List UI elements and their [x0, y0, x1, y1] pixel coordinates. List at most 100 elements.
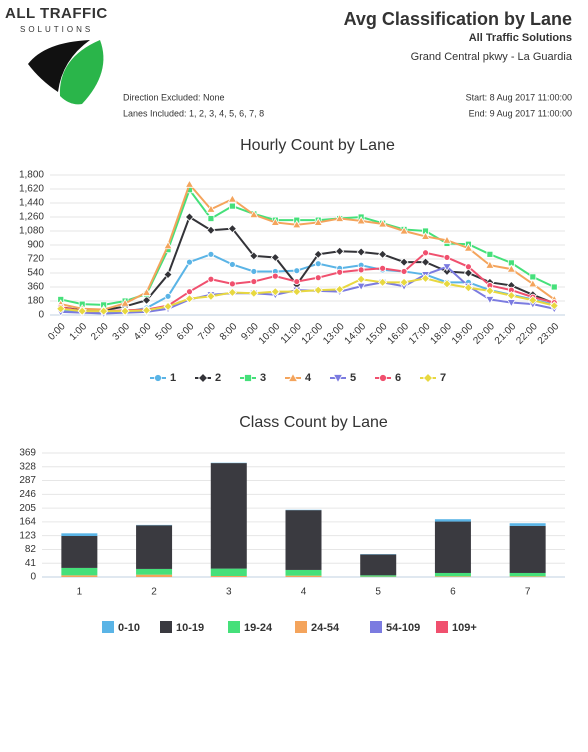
y-tick-label: 540: [27, 268, 44, 279]
x-tick-label: 0:00: [46, 321, 68, 343]
legend-swatch: [295, 621, 307, 633]
point: [184, 179, 195, 188]
x-tick-label: 4:00: [132, 321, 154, 343]
point: [207, 250, 215, 258]
point: [250, 268, 258, 275]
lanes: Lanes Included: 1, 2, 3, 4, 5, 6, 7, 8: [123, 108, 264, 118]
x-tick-label: 7:00: [196, 321, 218, 343]
point: [206, 291, 216, 301]
logo-swoosh: [28, 40, 90, 92]
point: [335, 246, 345, 256]
legend-marker: [244, 374, 252, 382]
point: [485, 296, 495, 305]
point: [528, 279, 538, 288]
legend-label: 5: [350, 372, 356, 384]
y-tick-label: 1,620: [19, 184, 44, 195]
point: [443, 254, 451, 261]
company: All Traffic Solutions: [469, 32, 572, 44]
bar-segment: [434, 521, 471, 573]
bar-segment: [434, 572, 471, 577]
point: [314, 260, 322, 268]
series-line: [60, 277, 555, 313]
x-tick-label: 3:00: [111, 321, 133, 343]
legend-swatch: [160, 621, 172, 633]
x-tick-label: 14:00: [343, 321, 369, 347]
point: [379, 264, 387, 272]
bar-segment: [360, 575, 397, 577]
point: [550, 283, 558, 291]
point: [120, 306, 130, 316]
series-line: [60, 215, 555, 312]
logo-subtext: SOLUTIONS: [20, 25, 93, 34]
point: [420, 257, 431, 267]
point: [399, 277, 409, 287]
point: [378, 277, 388, 287]
point: [357, 266, 365, 274]
x-tick-label: 1:00: [68, 321, 90, 343]
x-tick-label: 13:00: [321, 321, 347, 347]
point: [420, 231, 431, 240]
chart-title: Hourly Count by Lane: [240, 137, 395, 154]
legend-label: 4: [305, 372, 312, 384]
y-tick-label: 205: [19, 503, 36, 514]
point: [336, 268, 344, 276]
point: [486, 250, 494, 258]
point: [141, 305, 152, 315]
point: [442, 263, 452, 272]
point: [228, 280, 236, 288]
point: [506, 264, 517, 273]
point: [228, 202, 236, 210]
x-tick-label: 8:00: [218, 321, 240, 343]
point: [485, 286, 495, 296]
bar-segment: [509, 572, 546, 577]
point: [422, 249, 429, 257]
point: [184, 212, 195, 222]
x-tick-label: 15:00: [364, 321, 390, 347]
legend-marker: [332, 374, 344, 384]
point: [184, 294, 195, 304]
point: [186, 288, 193, 296]
x-tick-label: 12:00: [300, 321, 326, 347]
point: [442, 279, 452, 289]
legend-label: 3: [260, 372, 266, 384]
y-tick-label: 0: [38, 310, 44, 321]
point: [141, 287, 152, 296]
point: [271, 272, 279, 280]
point: [378, 249, 388, 259]
start-date: Start: 8 Aug 2017 11:00:00: [466, 92, 572, 102]
point: [293, 278, 301, 285]
location: Grand Central pkwy - La Guardia: [411, 51, 573, 63]
y-tick-label: 1,800: [19, 170, 44, 181]
point: [463, 268, 474, 278]
x-tick-label: 21:00: [493, 321, 519, 347]
point: [549, 301, 559, 311]
legend-label: 54-109: [386, 622, 420, 634]
legend-marker: [379, 374, 387, 382]
point: [249, 251, 259, 261]
legend-marker: [197, 372, 209, 384]
point: [164, 292, 172, 300]
bar-segment: [509, 525, 546, 573]
x-tick-label: 3: [226, 587, 232, 598]
bar-segment: [360, 554, 397, 576]
logo-leaf: [59, 40, 104, 105]
point: [399, 226, 409, 235]
bar-segment: [285, 510, 322, 570]
point: [292, 287, 302, 297]
bar-segment: [61, 567, 98, 576]
point: [250, 278, 258, 285]
point: [227, 224, 237, 234]
x-tick-label: 5:00: [153, 321, 175, 343]
x-tick-label: 6:00: [175, 321, 197, 343]
bar-segment: [210, 463, 247, 569]
x-tick-label: 23:00: [536, 321, 562, 347]
x-tick-label: 20:00: [471, 321, 497, 347]
point: [442, 235, 452, 244]
y-tick-label: 900: [27, 240, 44, 251]
bar-segment: [136, 525, 173, 569]
legend-label: 19-24: [244, 622, 273, 634]
y-tick-label: 369: [19, 448, 36, 459]
y-tick-label: 164: [19, 517, 36, 528]
y-tick-label: 41: [25, 558, 37, 569]
